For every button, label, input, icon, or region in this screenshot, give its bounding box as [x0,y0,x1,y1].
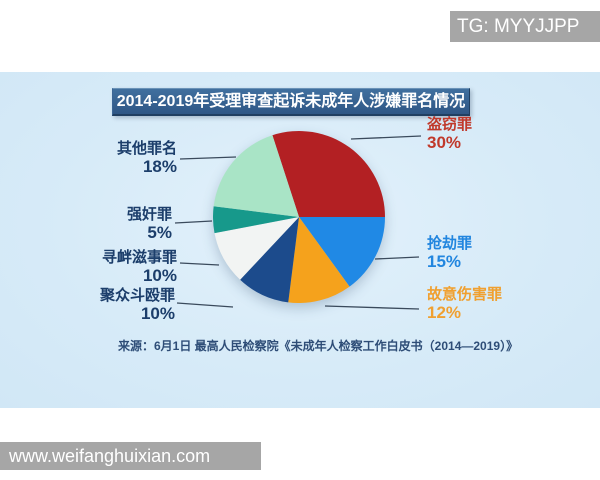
slice-label-other-pct: 18% [142,156,177,176]
slice-label-brawl: 聚众斗殴罪 10% [99,287,175,323]
slice-label-theft: 盗窃罪 30% [427,116,473,152]
slice-label-provocation: 寻衅滋事罪 10% [101,249,177,285]
slice-label-rape: 强奸罪 5% [126,206,172,242]
slice-label-theft-pct: 30% [427,132,462,152]
slice-label-provocation-pct: 10% [142,265,177,285]
telegram-watermark: TG: MYYJJPP [450,11,600,42]
slice-label-provocation-name: 寻衅滋事罪 [101,249,177,266]
slice-label-injury: 故意伤害罪 12% [427,286,503,322]
slice-label-injury-pct: 12% [427,302,462,322]
slice-label-rape-pct: 5% [147,222,172,242]
infographic-background [0,72,600,408]
slice-label-robbery: 抢劫罪 15% [427,235,473,271]
chart-title: 2014-2019年受理审查起诉未成年人涉嫌罪名情况 [112,88,470,116]
slice-label-brawl-name: 聚众斗殴罪 [99,287,175,304]
slice-label-brawl-pct: 10% [140,303,175,323]
slice-label-injury-name: 故意伤害罪 [427,286,503,303]
slice-label-robbery-pct: 15% [427,251,462,271]
slice-label-theft-name: 盗窃罪 [427,116,473,133]
slice-label-robbery-name: 抢劫罪 [427,235,473,252]
slice-label-other-name: 其他罪名 [116,140,177,157]
website-watermark: www.weifanghuixian.com [0,442,261,470]
slice-label-rape-name: 强奸罪 [126,206,172,223]
source-note: 来源：6月1日 最高人民检察院《未成年人检察工作白皮书（2014—2019）》 [118,339,519,353]
slice-label-other: 其他罪名 18% [116,140,177,176]
